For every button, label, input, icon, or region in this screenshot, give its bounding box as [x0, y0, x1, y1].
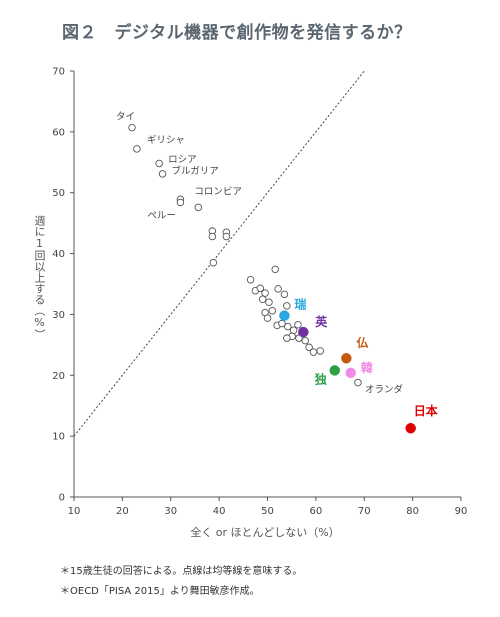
x-tick-label: 10 — [68, 506, 81, 517]
point-label: ギリシャ — [147, 135, 185, 146]
highlighted-label: 独 — [314, 371, 327, 386]
x-tick-label: 40 — [213, 506, 226, 517]
highlighted-label: 英 — [315, 314, 328, 329]
point-label: オランダ — [365, 384, 404, 396]
y-axis-label: 週に1回以上する（%） — [33, 215, 46, 340]
data-point — [128, 123, 136, 132]
equality-line-path — [73, 70, 365, 437]
data-point — [133, 145, 141, 153]
equality-line — [73, 70, 365, 437]
point-label: タイ — [116, 112, 135, 123]
data-point — [158, 170, 167, 178]
data-point — [256, 284, 264, 293]
x-tick-label: 90 — [455, 506, 468, 517]
data-point — [280, 290, 289, 299]
x-tick-label: 30 — [164, 506, 177, 517]
data-point — [263, 314, 272, 322]
data-point — [294, 321, 302, 329]
y-tick-label: 70 — [52, 67, 65, 78]
data-point — [284, 322, 292, 331]
chart-title: 図２ デジタル機器で創作物を発信するか？ — [62, 23, 412, 43]
x-tick-label: 60 — [310, 506, 323, 517]
point-label: ロシア — [168, 155, 197, 166]
data-point — [176, 198, 185, 207]
highlighted-point — [341, 352, 352, 364]
data-point — [305, 343, 313, 352]
y-tick-label: 0 — [59, 493, 65, 504]
y-tick-label: 40 — [52, 249, 65, 260]
highlighted-label: 瑞 — [294, 297, 306, 312]
data-point — [258, 295, 267, 303]
y-tick-label: 50 — [52, 188, 65, 199]
data-point — [354, 378, 362, 387]
y-tick-label: 60 — [52, 127, 65, 138]
point-label: ペルー — [147, 210, 176, 221]
data-point — [289, 326, 298, 335]
highlighted-label: 仏 — [356, 336, 368, 350]
data-point — [301, 336, 309, 345]
highlighted-label: 韓 — [361, 360, 373, 375]
data-point — [274, 285, 282, 293]
x-tick-label: 80 — [406, 506, 419, 517]
data-point — [261, 289, 269, 297]
data-point — [194, 203, 203, 212]
y-tick-label: 10 — [52, 432, 65, 443]
data-point — [155, 159, 163, 168]
y-tick-label: 30 — [52, 310, 65, 321]
data-point — [209, 258, 218, 267]
highlighted-point — [345, 367, 356, 379]
x-tick-label: 20 — [116, 506, 129, 517]
data-point — [271, 265, 279, 274]
point-label: コロンビア — [194, 186, 242, 197]
footnote-2: ＊OECD「PISA 2015」より舞田敏彦作成。 — [60, 586, 260, 597]
highlighted-point — [329, 365, 340, 376]
highlighted-point — [279, 310, 290, 321]
data-point — [268, 307, 277, 315]
data-point — [316, 347, 324, 355]
data-point — [283, 334, 291, 342]
x-axis-label: 全く or ほとんどしない（%） — [190, 526, 340, 539]
y-tick-label: 20 — [52, 371, 65, 382]
data-point — [283, 302, 291, 310]
highlighted-point — [405, 422, 416, 434]
data-points — [128, 123, 416, 434]
highlighted-point — [298, 326, 309, 338]
data-point — [309, 348, 318, 356]
data-point — [208, 232, 217, 241]
x-tick-label: 70 — [358, 506, 371, 517]
data-point — [265, 298, 273, 307]
data-point — [222, 232, 231, 241]
x-tick-label: 50 — [261, 506, 274, 517]
point-label: ブルガリア — [172, 165, 219, 177]
footnote-1: ＊15歳生徒の回答による。点線は均等線を意味する。 — [60, 566, 303, 577]
data-point — [246, 275, 255, 284]
highlighted-label: 日本 — [414, 403, 438, 418]
